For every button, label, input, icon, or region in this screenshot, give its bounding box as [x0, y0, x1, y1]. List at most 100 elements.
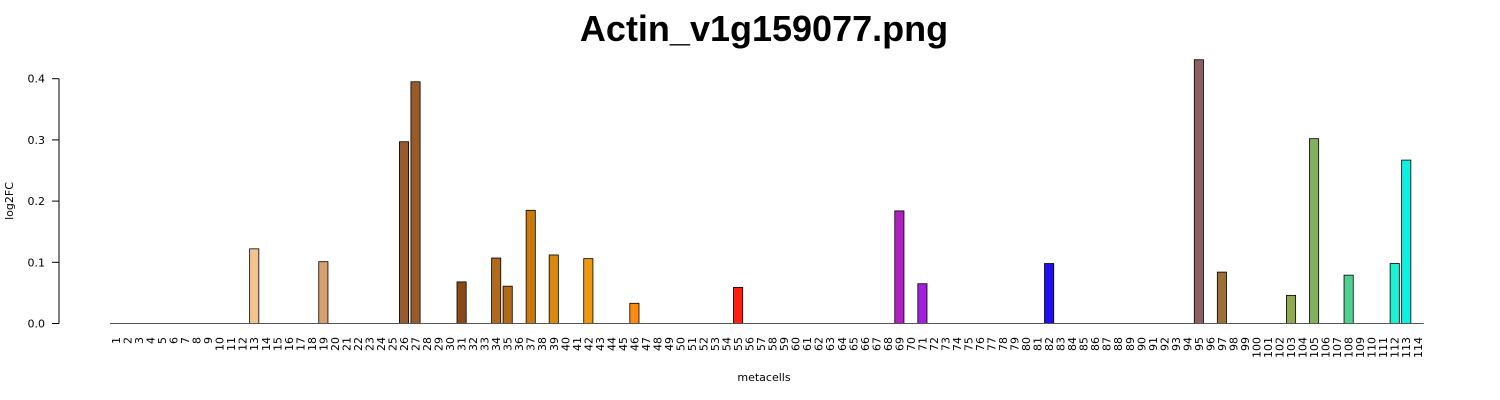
bar-27: [410, 81, 421, 324]
x-tick-label: 60: [790, 337, 803, 351]
y-axis-title: log2FC: [3, 182, 16, 220]
x-tick-label: 5: [156, 337, 169, 344]
x-tick-label: 100: [1250, 337, 1263, 358]
x-tick-label: 57: [755, 337, 768, 351]
x-tick-label: 31: [456, 337, 469, 351]
x-tick-label: 94: [1181, 337, 1194, 351]
x-tick-label: 99: [1239, 337, 1252, 351]
x-tick-label: 29: [433, 337, 446, 351]
x-tick-label: 40: [559, 337, 572, 351]
x-tick-label: 66: [859, 337, 872, 351]
x-tick-label: 88: [1112, 337, 1125, 351]
x-tick-label: 74: [951, 337, 964, 351]
bar-69: [894, 210, 905, 324]
x-tick-label: 54: [721, 337, 734, 351]
x-tick-label: 34: [490, 337, 503, 351]
x-tick-label: 15: [271, 337, 284, 351]
bar-42: [583, 258, 594, 324]
bar-95: [1193, 59, 1204, 324]
x-tick-label: 90: [1135, 337, 1148, 351]
bar-19: [318, 261, 329, 324]
x-tick-label: 107: [1331, 337, 1344, 358]
x-tick-label: 12: [237, 337, 250, 351]
x-tick-label: 70: [905, 337, 918, 351]
x-tick-label: 98: [1227, 337, 1240, 351]
x-tick-label: 58: [767, 337, 780, 351]
x-tick-label: 109: [1354, 337, 1367, 358]
x-tick-label: 26: [398, 337, 411, 351]
x-tick-label: 68: [882, 337, 895, 351]
x-tick-label: 28: [421, 337, 434, 351]
bar-46: [629, 302, 640, 324]
x-tick-label: 49: [663, 337, 676, 351]
bar-97: [1216, 271, 1227, 324]
x-tick-label: 14: [260, 337, 273, 351]
x-tick-label: 105: [1308, 337, 1321, 358]
bar-71: [917, 283, 928, 324]
x-tick-label: 17: [294, 337, 307, 351]
x-tick-label: 108: [1343, 337, 1356, 358]
x-tick-label: 72: [928, 337, 941, 351]
x-tick-label: 84: [1066, 337, 1079, 351]
x-tick-label: 103: [1285, 337, 1298, 358]
x-tick-label: 35: [502, 337, 515, 351]
x-tick-label: 67: [870, 337, 883, 351]
x-tick-label: 77: [986, 337, 999, 351]
x-tick-label: 53: [709, 337, 722, 351]
x-tick-label: 82: [1043, 337, 1056, 351]
x-tick-label: 91: [1147, 337, 1160, 351]
x-tick-label: 47: [640, 337, 653, 351]
bar-108: [1343, 274, 1354, 324]
x-tick-label: 86: [1089, 337, 1102, 351]
bar-26: [398, 141, 409, 324]
x-tick-label: 3: [133, 337, 146, 344]
x-tick-label: 79: [1009, 337, 1022, 351]
x-tick-label: 20: [329, 337, 342, 351]
x-tick-label: 92: [1158, 337, 1171, 351]
x-tick-label: 97: [1216, 337, 1229, 351]
bar-113: [1401, 159, 1412, 324]
x-tick-label: 8: [191, 337, 204, 344]
x-tick-label: 73: [939, 337, 952, 351]
bar-35: [502, 285, 513, 324]
x-tick-label: 85: [1078, 337, 1091, 351]
x-tick-label: 9: [202, 337, 215, 344]
y-tick-label: 0.2: [28, 195, 46, 208]
x-tick-label: 33: [479, 337, 492, 351]
x-tick-label: 38: [536, 337, 549, 351]
x-axis-title: metacells: [737, 371, 790, 384]
x-tick-label: 30: [444, 337, 457, 351]
x-tick-label: 18: [306, 337, 319, 351]
x-tick-label: 43: [594, 337, 607, 351]
x-tick-label: 42: [582, 337, 595, 351]
x-tick-label: 52: [698, 337, 711, 351]
x-tick-label: 7: [179, 337, 192, 344]
x-tick-label: 6: [168, 337, 181, 344]
bar-39: [548, 254, 559, 324]
x-tick-label: 48: [651, 337, 664, 351]
bar-31: [456, 281, 467, 324]
x-tick-label: 80: [1020, 337, 1033, 351]
x-tick-label: 61: [801, 337, 814, 351]
y-tick-label: 0.4: [28, 73, 46, 86]
bar-103: [1286, 294, 1297, 324]
x-tick-label: 55: [732, 337, 745, 351]
x-tick-label: 112: [1389, 337, 1402, 358]
x-tick-label: 11: [225, 337, 238, 351]
bar-34: [491, 257, 502, 324]
x-tick-label: 96: [1204, 337, 1217, 351]
x-tick-label: 83: [1055, 337, 1068, 351]
x-tick-label: 56: [744, 337, 757, 351]
y-tick-label: 0.3: [28, 134, 46, 147]
x-tick-label: 36: [513, 337, 526, 351]
bars: [110, 59, 1424, 324]
x-tick-label: 113: [1400, 337, 1413, 358]
x-tick-label: 114: [1412, 337, 1425, 358]
x-tick-label: 21: [340, 337, 353, 351]
x-tick-label: 111: [1377, 337, 1390, 358]
x-tick-label: 89: [1124, 337, 1137, 351]
x-tick-label: 24: [375, 337, 388, 351]
bar-55: [733, 286, 744, 324]
x-tick-label: 76: [974, 337, 987, 351]
